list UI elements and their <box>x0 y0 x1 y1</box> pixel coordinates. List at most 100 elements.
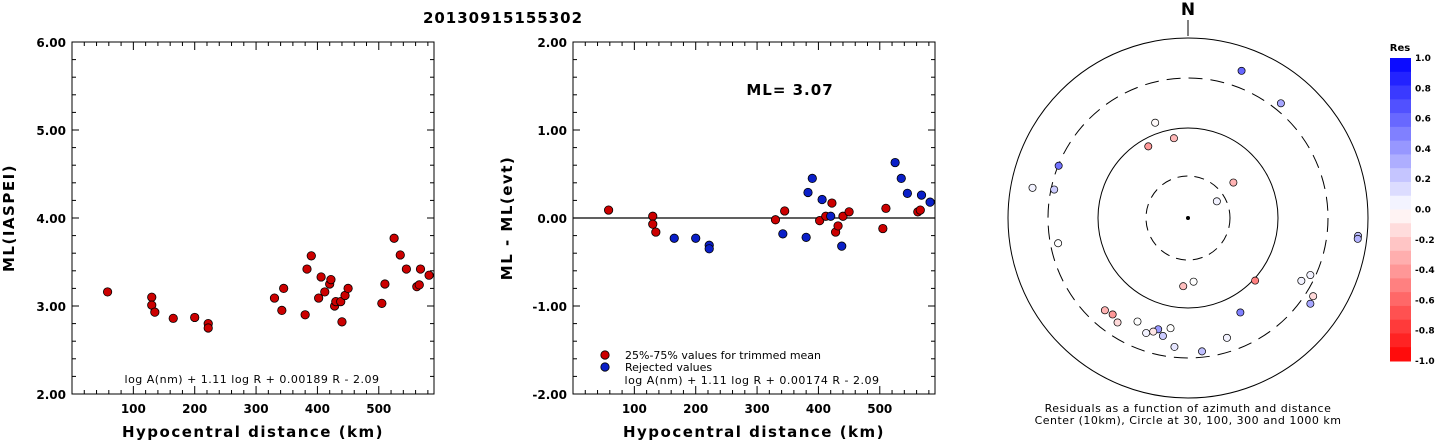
y-tick-label: 2.00 <box>36 388 66 402</box>
x-tick-label: 400 <box>305 402 330 416</box>
colorbar-cell <box>1390 250 1411 266</box>
station-residual-point <box>1054 161 1063 170</box>
data-point <box>300 310 310 320</box>
rejected-point <box>916 190 927 200</box>
data-point <box>337 317 347 327</box>
station-residual-point <box>1222 333 1231 342</box>
colorbar-cell <box>1390 113 1411 128</box>
station-residual-point <box>1309 292 1318 301</box>
colorbar-tick-label: 0.4 <box>1415 145 1431 155</box>
x-tick-label: 400 <box>806 402 831 416</box>
station-residual-point <box>1144 142 1153 151</box>
colorbar-tick-label: 0.0 <box>1415 206 1431 216</box>
data-point <box>336 296 346 307</box>
ring-1000km <box>1007 37 1369 399</box>
colorbar-tick-label: -0.6 <box>1415 296 1435 306</box>
epicenter-marker <box>1186 216 1190 220</box>
rejected-point <box>925 197 935 207</box>
rejected-point <box>669 233 679 243</box>
station-residual-point <box>1306 271 1315 280</box>
data-point <box>302 264 312 274</box>
data-point <box>306 251 316 261</box>
rejected-point <box>803 187 813 198</box>
station-residual-point <box>1251 276 1260 285</box>
data-point <box>389 233 399 243</box>
formula-label: log A(nm) + 1.11 log R + 0.00189 R - 2.0… <box>125 373 380 386</box>
colorbar-cell <box>1390 168 1411 183</box>
colorbar-cell <box>1390 140 1411 155</box>
data-point <box>190 312 200 323</box>
station-residual-point <box>1179 282 1188 291</box>
station-residual-point <box>1108 310 1117 319</box>
station-residual-point <box>1113 318 1122 327</box>
station-residual-point <box>1353 234 1362 243</box>
data-point <box>269 293 280 303</box>
rejected-point <box>691 233 701 243</box>
data-point <box>414 280 424 290</box>
legend-rejected-label: Rejected values <box>625 361 712 374</box>
y-tick-label: 6.00 <box>36 36 66 50</box>
rejected-point <box>837 241 847 251</box>
colorbar-cell <box>1390 71 1411 87</box>
colorbar-tick-label: 1.0 <box>1415 54 1431 64</box>
rejected-point <box>896 173 906 183</box>
data-point <box>878 223 888 234</box>
colorbar-tick-label: -0.2 <box>1415 236 1435 246</box>
x-tick-label: 300 <box>745 402 770 416</box>
rejected-point <box>817 194 827 205</box>
formula-label: log A(nm) + 1.11 log R + 0.00174 R - 2.0… <box>625 374 880 387</box>
data-point <box>343 283 353 293</box>
station-residual-point <box>1198 347 1206 356</box>
rejected-point <box>890 157 900 168</box>
colorbar-cell <box>1390 209 1411 224</box>
x-tick-label: 300 <box>244 402 269 416</box>
station-residual-point <box>1237 66 1246 75</box>
colorbar-cell <box>1390 264 1411 279</box>
y-tick-label: 3.00 <box>36 300 66 314</box>
station-residual-point <box>1158 332 1167 340</box>
data-point <box>915 205 925 215</box>
x-tick-label: 500 <box>867 402 892 416</box>
y-tick-label: -2.00 <box>532 388 567 402</box>
data-point <box>881 203 891 213</box>
data-point <box>147 292 157 302</box>
data-point <box>401 264 411 274</box>
data-point <box>279 283 289 293</box>
colorbar-cell <box>1390 154 1411 169</box>
station-residual-point <box>1149 327 1158 336</box>
residual-vs-distance-panel: -2.00 -1.00 0.00 1.00 2.00 100 200 300 400 500 M… <box>498 36 936 441</box>
rejected-point <box>807 173 817 183</box>
station-residual-point <box>1306 299 1315 308</box>
colorbar-cell <box>1390 126 1411 142</box>
data-point <box>277 305 287 315</box>
plot-frame <box>71 41 435 395</box>
data-point <box>827 198 837 208</box>
x-tick-label: 100 <box>622 402 647 416</box>
data-point <box>380 279 390 289</box>
legend-rejected-marker <box>600 362 610 372</box>
data-point <box>102 287 113 297</box>
azimuth-residual-map: N Residuals as a function of azimuth and… <box>1007 0 1369 427</box>
station-residual-point <box>1189 277 1198 286</box>
x-axis-title: Hypocentral distance (km) <box>623 423 885 441</box>
colorbar-cell <box>1390 347 1411 362</box>
data-point <box>844 207 854 217</box>
colorbar-cell <box>1390 305 1411 321</box>
ring-100km <box>1097 127 1279 309</box>
data-point <box>395 250 405 260</box>
x-axis-title: Hypocentral distance (km) <box>122 423 384 441</box>
data-point <box>648 211 658 221</box>
data-point <box>648 219 658 229</box>
north-label: N <box>1181 0 1195 20</box>
data-point <box>415 264 426 274</box>
data-point <box>770 215 781 225</box>
colorbar-cell <box>1390 319 1411 334</box>
y-tick-label: 5.00 <box>36 124 66 138</box>
colorbar-tick-label: -0.4 <box>1415 266 1435 276</box>
data-point <box>833 221 843 231</box>
legend-accepted-label: 25%-75% values for trimmed mean <box>625 349 821 362</box>
colorbar-cell <box>1390 237 1411 252</box>
data-point <box>838 211 848 221</box>
rejected-point <box>826 211 836 221</box>
